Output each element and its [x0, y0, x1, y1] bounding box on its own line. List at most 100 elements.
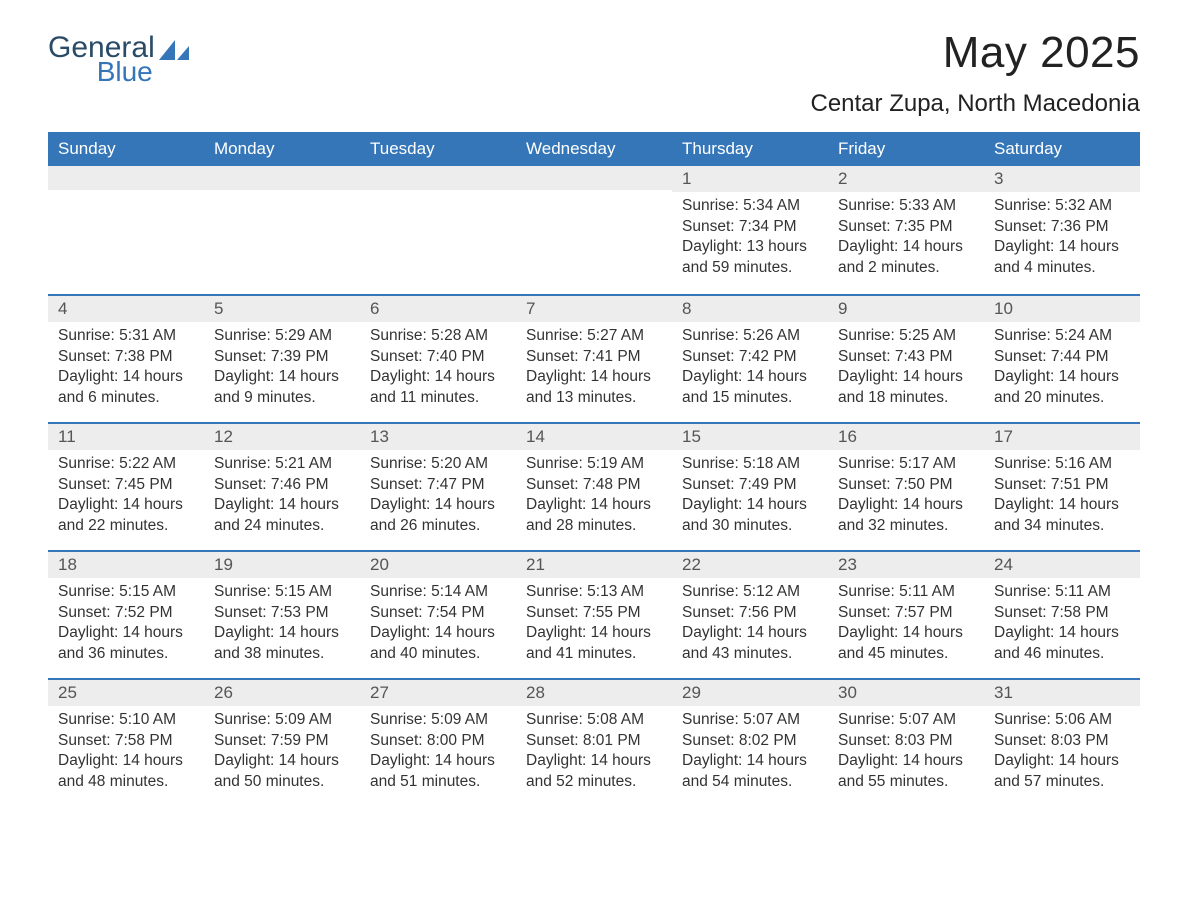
daylight-text: Daylight: 14 hours and 2 minutes. — [838, 237, 978, 278]
day-number: 6 — [360, 296, 516, 322]
day-number: 9 — [828, 296, 984, 322]
day-cell: 31Sunrise: 5:06 AMSunset: 8:03 PMDayligh… — [984, 680, 1140, 806]
day-number: 10 — [984, 296, 1140, 322]
day-body: Sunrise: 5:10 AMSunset: 7:58 PMDaylight:… — [48, 706, 204, 792]
triangle-icon — [159, 40, 193, 66]
day-body: Sunrise: 5:09 AMSunset: 7:59 PMDaylight:… — [204, 706, 360, 792]
sunset-text: Sunset: 7:54 PM — [370, 603, 510, 623]
day-cell: 7Sunrise: 5:27 AMSunset: 7:41 PMDaylight… — [516, 296, 672, 422]
daylight-text: Daylight: 14 hours and 54 minutes. — [682, 751, 822, 792]
sunrise-text: Sunrise: 5:07 AM — [838, 710, 978, 730]
sunrise-text: Sunrise: 5:34 AM — [682, 196, 822, 216]
day-body: Sunrise: 5:11 AMSunset: 7:57 PMDaylight:… — [828, 578, 984, 664]
day-cell — [48, 166, 204, 294]
weeks-container: 1Sunrise: 5:34 AMSunset: 7:34 PMDaylight… — [48, 166, 1140, 806]
day-header-saturday: Saturday — [984, 132, 1140, 166]
day-body: Sunrise: 5:22 AMSunset: 7:45 PMDaylight:… — [48, 450, 204, 536]
week-row: 25Sunrise: 5:10 AMSunset: 7:58 PMDayligh… — [48, 678, 1140, 806]
sunset-text: Sunset: 7:39 PM — [214, 347, 354, 367]
day-cell: 5Sunrise: 5:29 AMSunset: 7:39 PMDaylight… — [204, 296, 360, 422]
daylight-text: Daylight: 14 hours and 13 minutes. — [526, 367, 666, 408]
daylight-text: Daylight: 14 hours and 55 minutes. — [838, 751, 978, 792]
day-header-wednesday: Wednesday — [516, 132, 672, 166]
sunset-text: Sunset: 7:42 PM — [682, 347, 822, 367]
sunset-text: Sunset: 7:50 PM — [838, 475, 978, 495]
daylight-text: Daylight: 14 hours and 50 minutes. — [214, 751, 354, 792]
daylight-text: Daylight: 13 hours and 59 minutes. — [682, 237, 822, 278]
day-body: Sunrise: 5:14 AMSunset: 7:54 PMDaylight:… — [360, 578, 516, 664]
day-cell: 1Sunrise: 5:34 AMSunset: 7:34 PMDaylight… — [672, 166, 828, 294]
day-body: Sunrise: 5:19 AMSunset: 7:48 PMDaylight:… — [516, 450, 672, 536]
sunrise-text: Sunrise: 5:10 AM — [58, 710, 198, 730]
day-number: 15 — [672, 424, 828, 450]
day-header-friday: Friday — [828, 132, 984, 166]
day-cell: 19Sunrise: 5:15 AMSunset: 7:53 PMDayligh… — [204, 552, 360, 678]
day-body: Sunrise: 5:28 AMSunset: 7:40 PMDaylight:… — [360, 322, 516, 408]
daylight-text: Daylight: 14 hours and 11 minutes. — [370, 367, 510, 408]
day-body: Sunrise: 5:21 AMSunset: 7:46 PMDaylight:… — [204, 450, 360, 536]
sunrise-text: Sunrise: 5:09 AM — [370, 710, 510, 730]
day-body: Sunrise: 5:07 AMSunset: 8:03 PMDaylight:… — [828, 706, 984, 792]
week-row: 1Sunrise: 5:34 AMSunset: 7:34 PMDaylight… — [48, 166, 1140, 294]
sunset-text: Sunset: 7:48 PM — [526, 475, 666, 495]
day-number: 3 — [984, 166, 1140, 192]
day-number — [204, 166, 360, 190]
day-cell: 17Sunrise: 5:16 AMSunset: 7:51 PMDayligh… — [984, 424, 1140, 550]
day-number: 25 — [48, 680, 204, 706]
sunrise-text: Sunrise: 5:19 AM — [526, 454, 666, 474]
day-number: 11 — [48, 424, 204, 450]
sunrise-text: Sunrise: 5:22 AM — [58, 454, 198, 474]
daylight-text: Daylight: 14 hours and 41 minutes. — [526, 623, 666, 664]
day-body: Sunrise: 5:11 AMSunset: 7:58 PMDaylight:… — [984, 578, 1140, 664]
day-body: Sunrise: 5:08 AMSunset: 8:01 PMDaylight:… — [516, 706, 672, 792]
sunset-text: Sunset: 7:46 PM — [214, 475, 354, 495]
day-number: 7 — [516, 296, 672, 322]
day-header-monday: Monday — [204, 132, 360, 166]
sunset-text: Sunset: 7:55 PM — [526, 603, 666, 623]
sunrise-text: Sunrise: 5:15 AM — [58, 582, 198, 602]
day-header-sunday: Sunday — [48, 132, 204, 166]
sunset-text: Sunset: 8:03 PM — [838, 731, 978, 751]
daylight-text: Daylight: 14 hours and 51 minutes. — [370, 751, 510, 792]
daylight-text: Daylight: 14 hours and 57 minutes. — [994, 751, 1134, 792]
day-body: Sunrise: 5:33 AMSunset: 7:35 PMDaylight:… — [828, 192, 984, 278]
day-body: Sunrise: 5:15 AMSunset: 7:53 PMDaylight:… — [204, 578, 360, 664]
day-number — [516, 166, 672, 190]
day-cell — [516, 166, 672, 294]
sunset-text: Sunset: 7:49 PM — [682, 475, 822, 495]
day-cell: 24Sunrise: 5:11 AMSunset: 7:58 PMDayligh… — [984, 552, 1140, 678]
day-cell: 6Sunrise: 5:28 AMSunset: 7:40 PMDaylight… — [360, 296, 516, 422]
title-block: May 2025 Centar Zupa, North Macedonia — [810, 28, 1140, 118]
day-cell: 12Sunrise: 5:21 AMSunset: 7:46 PMDayligh… — [204, 424, 360, 550]
sunset-text: Sunset: 7:58 PM — [994, 603, 1134, 623]
day-number: 30 — [828, 680, 984, 706]
sunrise-text: Sunrise: 5:07 AM — [682, 710, 822, 730]
day-number: 31 — [984, 680, 1140, 706]
day-body: Sunrise: 5:17 AMSunset: 7:50 PMDaylight:… — [828, 450, 984, 536]
sunrise-text: Sunrise: 5:28 AM — [370, 326, 510, 346]
sunrise-text: Sunrise: 5:13 AM — [526, 582, 666, 602]
sunrise-text: Sunrise: 5:17 AM — [838, 454, 978, 474]
header: General Blue May 2025 Centar Zupa, North… — [48, 28, 1140, 118]
sunset-text: Sunset: 7:59 PM — [214, 731, 354, 751]
sunrise-text: Sunrise: 5:11 AM — [994, 582, 1134, 602]
daylight-text: Daylight: 14 hours and 43 minutes. — [682, 623, 822, 664]
day-number: 27 — [360, 680, 516, 706]
sunset-text: Sunset: 8:03 PM — [994, 731, 1134, 751]
daylight-text: Daylight: 14 hours and 48 minutes. — [58, 751, 198, 792]
day-cell: 2Sunrise: 5:33 AMSunset: 7:35 PMDaylight… — [828, 166, 984, 294]
week-row: 11Sunrise: 5:22 AMSunset: 7:45 PMDayligh… — [48, 422, 1140, 550]
sunset-text: Sunset: 8:02 PM — [682, 731, 822, 751]
sunset-text: Sunset: 7:40 PM — [370, 347, 510, 367]
sunset-text: Sunset: 7:53 PM — [214, 603, 354, 623]
day-cell: 4Sunrise: 5:31 AMSunset: 7:38 PMDaylight… — [48, 296, 204, 422]
day-number: 13 — [360, 424, 516, 450]
day-number: 17 — [984, 424, 1140, 450]
day-cell: 14Sunrise: 5:19 AMSunset: 7:48 PMDayligh… — [516, 424, 672, 550]
sunset-text: Sunset: 7:36 PM — [994, 217, 1134, 237]
day-number — [360, 166, 516, 190]
day-cell: 3Sunrise: 5:32 AMSunset: 7:36 PMDaylight… — [984, 166, 1140, 294]
sunrise-text: Sunrise: 5:09 AM — [214, 710, 354, 730]
sunrise-text: Sunrise: 5:20 AM — [370, 454, 510, 474]
sunrise-text: Sunrise: 5:31 AM — [58, 326, 198, 346]
